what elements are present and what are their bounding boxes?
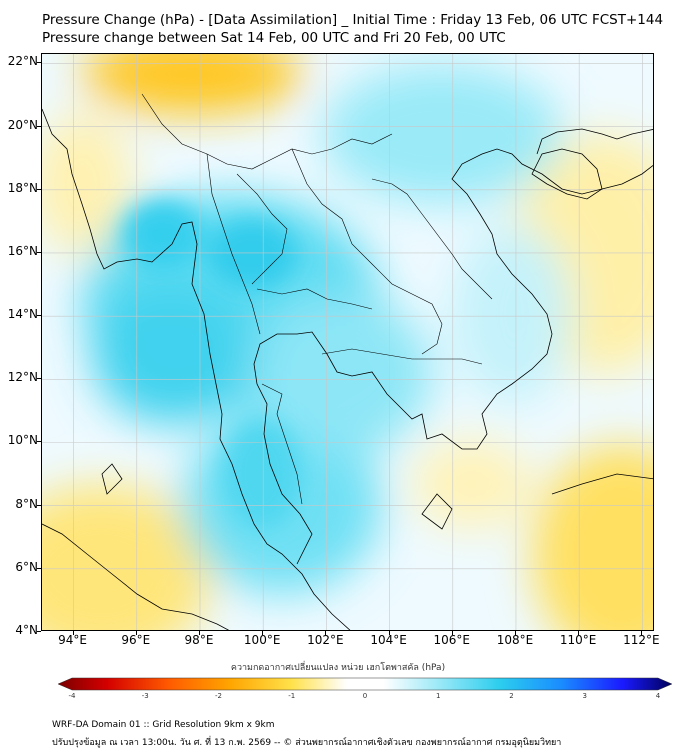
- lon-label: 106°E: [433, 633, 471, 647]
- andaman-islands: [101, 463, 123, 495]
- coast-borneo-north: [551, 473, 653, 495]
- lon-label: 108°E: [496, 633, 534, 647]
- lat-tick: [37, 62, 41, 64]
- lat-tick: [37, 441, 41, 443]
- warm-area-southwest: [42, 484, 212, 630]
- map-title: Pressure Change (hPa) - [Data Assimilati…: [42, 12, 664, 28]
- lon-tick: [641, 631, 643, 635]
- colorbar-caption: ความกดอากาศเปลี่ยนแปลง หน่วย เฮกโตพาสคัล…: [230, 663, 446, 673]
- lon-tick: [578, 631, 580, 635]
- lat-tick: [37, 567, 41, 569]
- lat-label: 10°N: [7, 433, 38, 448]
- lon-tick: [514, 631, 516, 635]
- cool-area-vietnam: [452, 224, 572, 404]
- colorbar-tick-label: 3: [582, 692, 587, 700]
- province-lines-south: [261, 383, 303, 505]
- lat-label: 4°N: [15, 623, 38, 637]
- colorbar: [57, 677, 673, 691]
- border-laos-vietnam: [371, 178, 493, 300]
- lon-label: 96°E: [121, 633, 151, 647]
- lon-tick: [135, 631, 137, 635]
- colorbar-tick-label: 4: [655, 692, 661, 700]
- map-subtitle: Pressure change between Sat 14 Feb, 00 U…: [42, 30, 506, 46]
- colorbar-tick-label: 2: [509, 692, 514, 700]
- coast-east: [253, 148, 653, 565]
- lon-tick: [262, 631, 264, 635]
- border-cambodia: [321, 348, 483, 365]
- lon-tick: [451, 631, 453, 635]
- colorbar-tick-label: -2: [215, 692, 222, 700]
- lon-label: 98°E: [184, 633, 214, 647]
- colorbar-tick-label: 0: [362, 692, 368, 700]
- lon-tick: [325, 631, 327, 635]
- warm-area-gulf: [412, 439, 532, 529]
- map-canvas: [42, 54, 653, 630]
- coast-west: [42, 108, 351, 630]
- lat-tick: [37, 125, 41, 127]
- footer-credits: ปรับปรุงข้อมูล ณ เวลา 13:00น. วัน ศ. ที่…: [52, 738, 562, 748]
- coastlines: [42, 108, 653, 630]
- lat-label: 6°N: [15, 559, 38, 574]
- lat-tick: [37, 631, 41, 632]
- cool-area-northeast: [322, 64, 562, 204]
- lon-tick: [198, 631, 200, 635]
- colorbar-tick-label: -4: [68, 692, 76, 700]
- lat-tick: [37, 188, 41, 190]
- border-myanmar-thailand: [206, 153, 261, 335]
- graticule: [42, 54, 653, 630]
- lat-label: 18°N: [7, 180, 38, 195]
- province-lines-north: [236, 173, 288, 285]
- colorbar-tick-label: -1: [288, 692, 296, 700]
- colorbar-tick-label: -3: [141, 692, 149, 700]
- colorbar-tick-label: 1: [436, 692, 441, 700]
- lat-label: 12°N: [7, 370, 38, 385]
- lat-label: 16°N: [7, 243, 38, 258]
- lon-label: 100°E: [243, 633, 281, 647]
- lon-label: 112°E: [623, 633, 660, 647]
- country-borders: [141, 93, 493, 505]
- pressure-change-map: [41, 53, 654, 631]
- lat-tick: [37, 315, 41, 317]
- province-lines-central: [256, 288, 373, 310]
- lon-label: 94°E: [58, 633, 88, 647]
- warm-area-northwest: [42, 114, 132, 254]
- island-south: [421, 493, 453, 530]
- border-north: [141, 93, 393, 170]
- lat-label: 22°N: [7, 54, 38, 69]
- lat-label: 8°N: [15, 496, 38, 511]
- lon-label: 104°E: [370, 633, 407, 647]
- lat-label: 20°N: [7, 117, 38, 132]
- lat-tick: [37, 378, 41, 380]
- hainan-island: [531, 148, 603, 200]
- border-thailand-laos: [291, 148, 443, 355]
- coast-sumatra: [42, 523, 230, 630]
- cool-area-andaman: [92, 284, 252, 424]
- coast-china: [536, 128, 653, 155]
- lon-label: 102°E: [307, 633, 344, 647]
- lon-tick: [388, 631, 390, 635]
- footer-model-info: WRF-DA Domain 01 :: Grid Resolution 9km …: [52, 720, 275, 730]
- lon-label: 110°E: [559, 633, 597, 647]
- colorbar-gradient: [57, 677, 673, 691]
- lat-label: 14°N: [7, 307, 38, 322]
- lat-tick: [37, 504, 41, 506]
- lat-tick: [37, 251, 41, 253]
- lon-tick: [72, 631, 74, 635]
